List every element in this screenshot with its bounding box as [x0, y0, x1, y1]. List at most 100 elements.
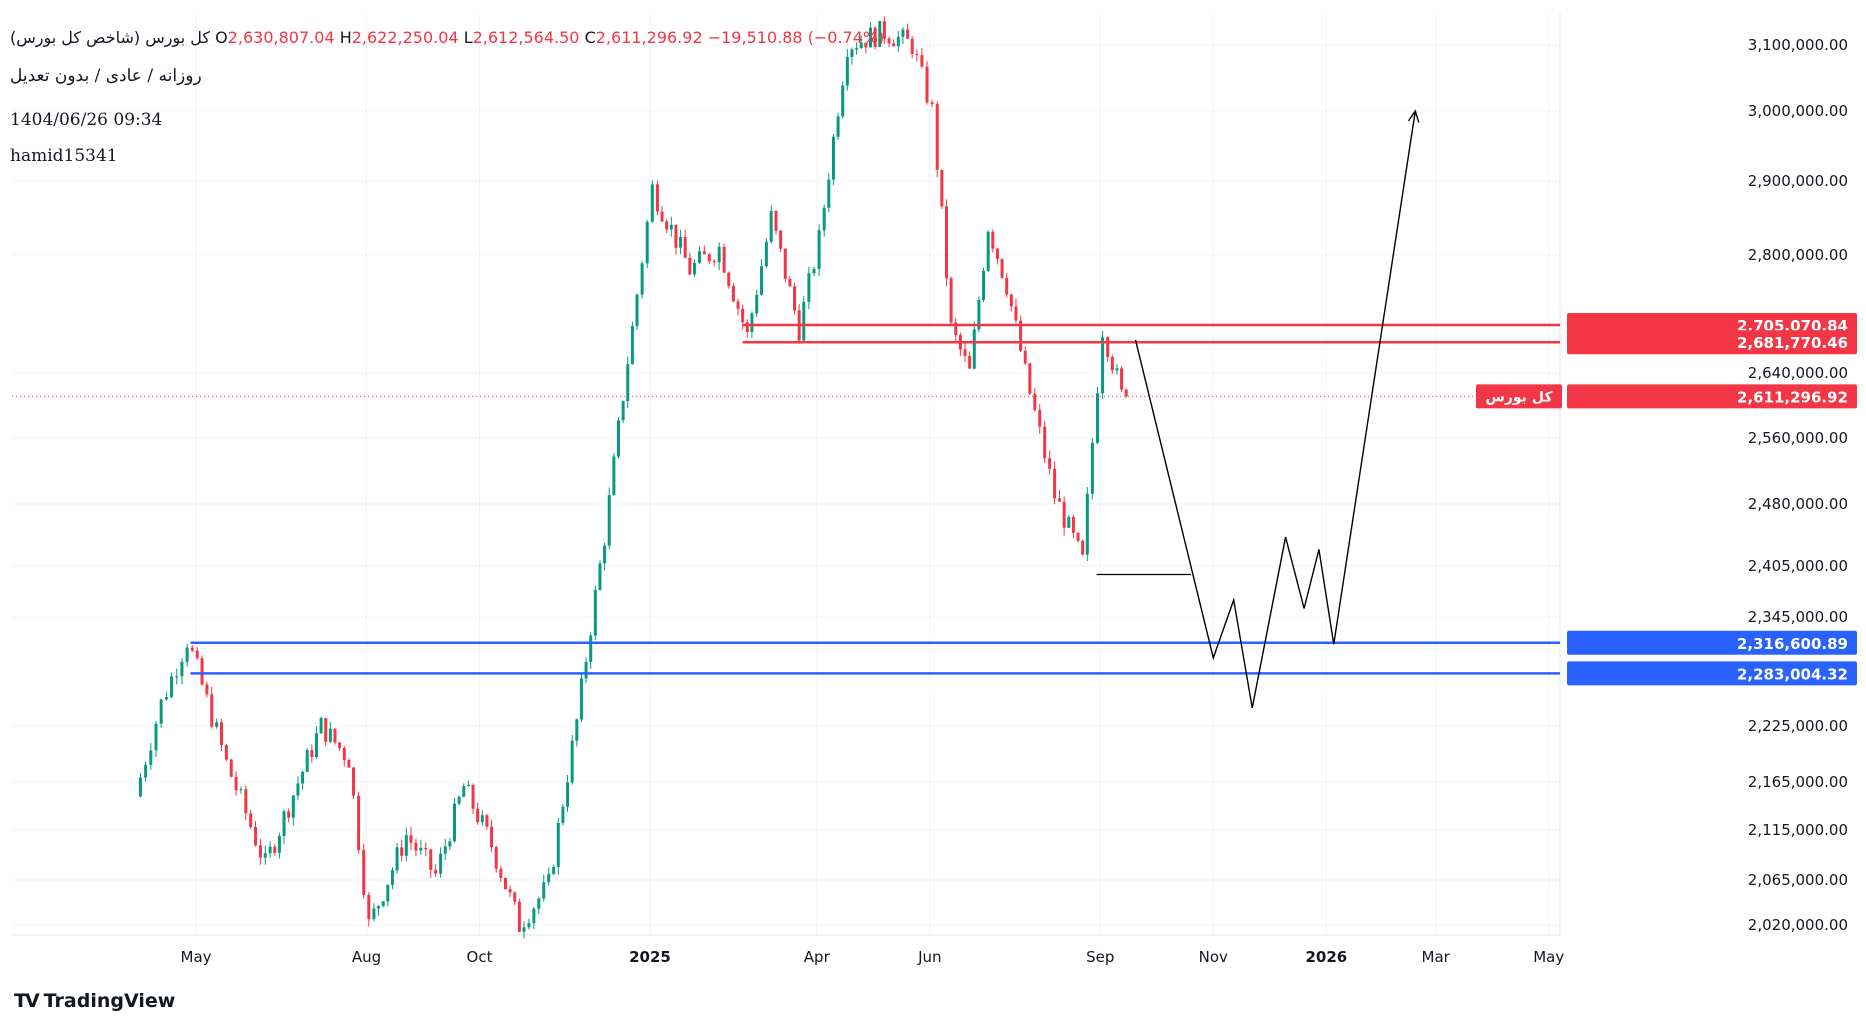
candle-body [616, 420, 620, 457]
candle-body [508, 889, 512, 893]
symbol-tag [1476, 384, 1562, 409]
candle-body [688, 257, 692, 275]
candle-body [1062, 501, 1066, 528]
support-price-label: 2,283,004.32 [1737, 665, 1848, 683]
candle-body [841, 85, 845, 117]
candle-body [836, 116, 840, 137]
candle-body [755, 294, 759, 314]
ohlc-close-value: 2,611,296.92 [595, 28, 703, 47]
candle-body [443, 846, 447, 854]
projection-path[interactable] [1134, 110, 1416, 708]
candle-body [731, 285, 735, 302]
candle-body [807, 273, 811, 302]
candle-body [878, 21, 882, 47]
tradingview-logo[interactable]: TV TradingView [14, 990, 175, 1012]
ohlc-change: −19,510.88 (−0.74%) [707, 28, 885, 47]
candle-body [448, 841, 452, 847]
tradingview-logo-text: TradingView [43, 990, 176, 1012]
candle-body [254, 827, 258, 846]
candle-body [972, 329, 976, 369]
candle-body [170, 676, 174, 698]
candle-body [584, 661, 588, 679]
candle-body [607, 495, 611, 546]
candle-body [831, 136, 835, 180]
candle-body [1067, 516, 1071, 528]
candle-body [273, 846, 277, 853]
candle-body [882, 21, 886, 39]
candle-body [910, 38, 914, 55]
price-axis[interactable]: 3,100,000.00 3,000,000.00 2,900,000.00 2,80… [1476, 36, 1857, 934]
candle-body [598, 563, 602, 590]
candle-body [855, 48, 859, 50]
candle-body [310, 750, 314, 758]
projection-drawing[interactable] [1096, 109, 1420, 708]
candle-body [1124, 389, 1128, 397]
candle-body [906, 29, 910, 39]
candle-body [793, 286, 797, 311]
candle-body [453, 803, 457, 842]
time-tick-label: Mar [1422, 948, 1451, 966]
candle-body [377, 905, 381, 909]
candle-body [180, 661, 184, 677]
price-tick-label: 2,225,000.00 [1748, 717, 1848, 735]
candle-body [925, 66, 929, 103]
candle-body [503, 877, 507, 890]
candle-body [887, 38, 891, 44]
candle-body [944, 206, 948, 279]
candle-body [372, 908, 376, 920]
ohlc-low-value: 2,612,564.50 [472, 28, 580, 47]
candle-body [788, 278, 792, 287]
candle-body [812, 268, 816, 274]
candle-body [741, 308, 745, 323]
candle-body [612, 456, 616, 496]
candle-body [229, 759, 233, 777]
candle-body [850, 49, 854, 58]
price-tick-label: 2,900,000.00 [1748, 172, 1848, 190]
author-name: hamid15341 [10, 146, 118, 166]
price-tick-label: 2,405,000.00 [1748, 557, 1848, 575]
candle-body [352, 767, 356, 796]
candle-body [390, 870, 394, 885]
candle-body [915, 54, 919, 56]
candle-body [381, 901, 385, 906]
candle-body [1076, 532, 1080, 541]
candle-body [640, 263, 644, 295]
candle-body [626, 364, 630, 402]
resistance-price-label: 2,681,770.46 [1737, 334, 1848, 352]
price-tick-label: 2,345,000.00 [1748, 608, 1848, 626]
candle-body [367, 894, 371, 920]
candle-body [185, 647, 189, 662]
candle-body [314, 733, 318, 758]
candle-body [175, 676, 179, 678]
candle-body [1090, 442, 1094, 494]
time-tick-label: Oct [467, 948, 493, 966]
time-tick-label: May [1533, 948, 1564, 966]
candle-body [159, 699, 163, 724]
candle-body [490, 826, 494, 848]
candle-body [745, 322, 749, 333]
candle-body [476, 808, 480, 823]
candle-body [930, 102, 934, 104]
candle-body [1071, 516, 1075, 533]
last-price-label: 2,611,296.92 [1737, 388, 1848, 406]
candles [138, 16, 1128, 939]
candle-body [1019, 320, 1023, 351]
candle-body [722, 246, 726, 273]
candle-body [319, 718, 323, 734]
candle-body [244, 789, 248, 814]
candle-body [1058, 498, 1062, 502]
interval-label: روزانه / عادی / بدون تعدیل [10, 66, 202, 86]
price-tick-label: 2,020,000.00 [1748, 916, 1848, 934]
candle-body [1014, 306, 1018, 321]
candle-body [892, 43, 896, 47]
candle-body [692, 262, 696, 275]
candle-body [968, 356, 972, 369]
price-tick-label: 2,165,000.00 [1748, 773, 1848, 791]
candle-body [697, 251, 701, 263]
candle-body [149, 750, 153, 765]
support-price-label: 2,316,600.89 [1737, 635, 1848, 653]
candle-body [702, 251, 706, 255]
time-axis[interactable]: May Aug Oct 2025 Apr Jun Sep Nov 2026 Mar May [181, 948, 1565, 966]
